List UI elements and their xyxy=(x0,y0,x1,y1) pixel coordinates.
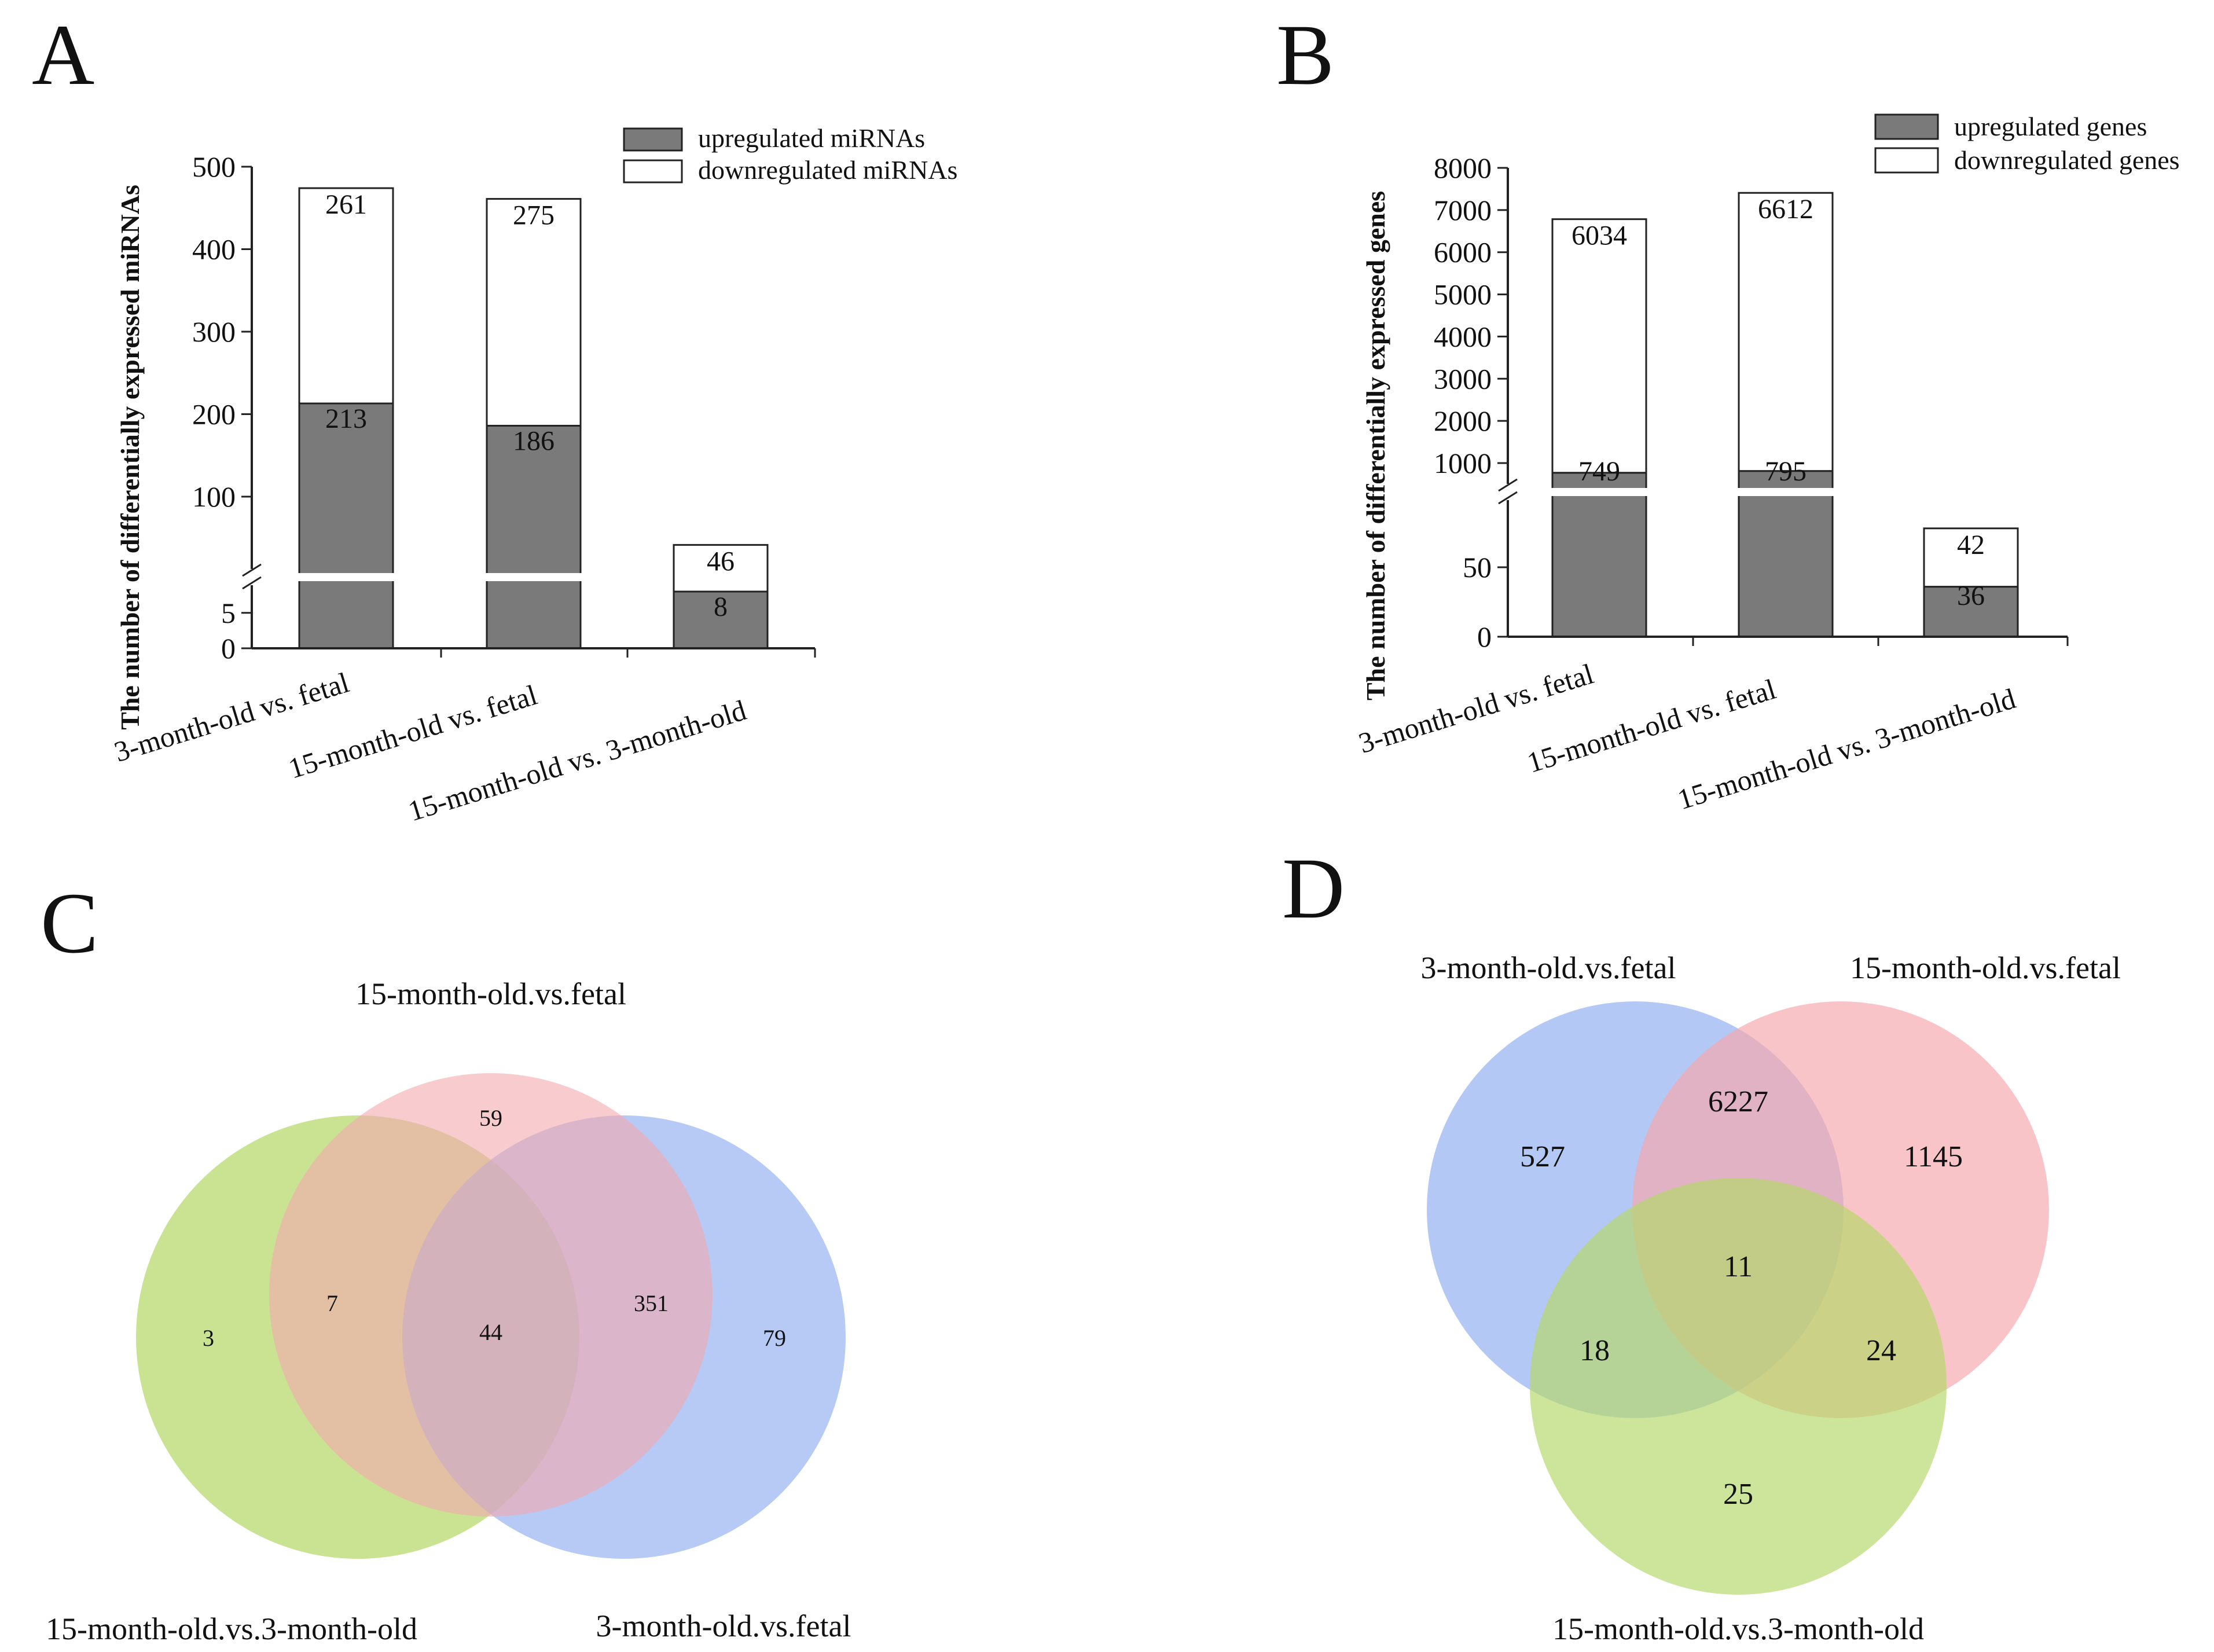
b-y-tick-label-1000: 1000 xyxy=(1434,447,1492,479)
venn-c-count-all-three: 44 xyxy=(479,1319,502,1345)
a-y-tick-label-5: 5 xyxy=(221,597,236,629)
panel-c-venn: 15-month-old.vs.fetal 15-month-old.vs.3-… xyxy=(46,976,851,1646)
a-y-tick-label-400: 400 xyxy=(192,233,236,266)
a-legend-swatch-down xyxy=(623,159,683,183)
b-y-tick-label-7000: 7000 xyxy=(1434,194,1492,226)
a-bar-down-15-month-old-vs-3-month-old xyxy=(673,544,769,593)
venn-c-count-only-15m-vs-3m: 3 xyxy=(203,1325,214,1351)
venn-d-title-15m-vs-3m: 15-month-old.vs.3-month-old xyxy=(1552,1611,1924,1646)
b-y-tick-label-50: 50 xyxy=(1463,551,1492,583)
venn-d-count-3m-fetal-and-15m-fetal: 6227 xyxy=(1708,1085,1768,1118)
venn-d-count-only-15m-vs-3m: 25 xyxy=(1723,1478,1753,1511)
panel-letter-c: C xyxy=(41,875,98,971)
venn-d-circle-15m-vs-3m xyxy=(1530,1178,1947,1595)
panel-letter-a: A xyxy=(32,7,94,103)
venn-d-count-only-15m-vs-fetal: 1145 xyxy=(1904,1140,1963,1173)
a-label-down-3-month-old-vs-fetal: 261 xyxy=(325,189,367,220)
a-y-tick-label-500: 500 xyxy=(192,150,236,183)
panel-b-legend: upregulated genes downregulated genes xyxy=(1874,112,2180,175)
a-y-tick-label-200: 200 xyxy=(192,398,236,431)
b-legend-swatch-down xyxy=(1874,147,1939,174)
panel-letter-d: D xyxy=(1282,840,1345,937)
venn-c-circle-15m-vs-fetal xyxy=(269,1073,713,1517)
venn-d-count-3m-fetal-and-15m-3m: 18 xyxy=(1580,1334,1610,1367)
b-label-up-3-month-old-vs-fetal: 749 xyxy=(1578,456,1620,487)
b-bar-break-3-month-old-vs-fetal xyxy=(1548,488,1651,496)
b-label-down-3-month-old-vs-fetal: 6034 xyxy=(1572,221,1627,251)
b-y-tick-label-2000: 2000 xyxy=(1434,405,1492,437)
a-axis-break-mark-2 xyxy=(242,576,262,590)
a-legend-label-up: upregulated miRNAs xyxy=(698,123,925,153)
a-y-tick-label-0: 0 xyxy=(221,632,236,665)
panel-a-ylabel: The number of differentially expressed m… xyxy=(115,185,145,730)
b-y-tick-label-0: 0 xyxy=(1477,621,1492,653)
panel-d-venn: 3-month-old.vs.fetal 15-month-old.vs.fet… xyxy=(1421,950,2121,1646)
venn-d-count-all-three: 11 xyxy=(1724,1250,1753,1283)
a-bar-up-15-month-old-vs-3-month-old xyxy=(673,590,769,649)
panel-b-chart: The number of differentially expressed g… xyxy=(1355,112,2180,816)
venn-c-title-3m-vs-fetal: 3-month-old.vs.fetal xyxy=(596,1609,851,1643)
a-label-up-3-month-old-vs-fetal: 213 xyxy=(325,403,367,434)
a-bar-down-15-month-old-vs-fetal xyxy=(486,198,582,427)
venn-d-count-only-3m-vs-fetal: 527 xyxy=(1520,1140,1565,1173)
a-axis-break-mark-1 xyxy=(242,563,262,577)
b-bar-up-3-month-old-vs-fetal xyxy=(1551,472,1647,638)
venn-c-title-15m-vs-fetal: 15-month-old.vs.fetal xyxy=(355,976,626,1011)
venn-d-count-15m-fetal-and-15m-3m: 24 xyxy=(1866,1334,1896,1367)
venn-c-count-only-15m-vs-fetal: 59 xyxy=(479,1105,502,1131)
venn-c-count-15m-fetal-and-3m-fetal: 351 xyxy=(634,1290,669,1316)
b-y-tick-label-8000: 8000 xyxy=(1434,152,1492,184)
b-axis-break-mark-1 xyxy=(1498,478,1518,492)
a-bar-up-15-month-old-vs-fetal xyxy=(486,424,582,649)
a-bar-break-15-month-old-vs-fetal xyxy=(482,573,585,581)
b-axis-break-mark-2 xyxy=(1498,491,1518,505)
a-bar-down-3-month-old-vs-fetal xyxy=(298,187,394,405)
a-bar-break-3-month-old-vs-fetal xyxy=(295,573,398,581)
venn-c-count-15m-fetal-and-15m-3m: 7 xyxy=(326,1290,338,1316)
b-legend-label-down: downregulated genes xyxy=(1954,145,2180,175)
a-y-tick-label-300: 300 xyxy=(192,315,236,348)
b-label-up-15-month-old-vs-fetal: 795 xyxy=(1765,456,1807,487)
b-y-tick-label-4000: 4000 xyxy=(1434,320,1492,353)
panel-b-ylabel: The number of differentially expressed g… xyxy=(1361,191,1390,700)
a-y-tick-label-100: 100 xyxy=(192,480,236,513)
panel-a-chart: The number of differentially expressed m… xyxy=(111,123,958,827)
b-label-up-15-month-old-vs-3-month-old: 36 xyxy=(1957,581,1985,611)
b-bar-down-15-month-old-vs-3-month-old xyxy=(1923,527,2019,588)
a-legend-label-down: downregulated miRNAs xyxy=(698,155,957,185)
a-label-up-15-month-old-vs-fetal: 186 xyxy=(513,425,555,456)
a-legend-swatch-up xyxy=(623,127,683,152)
b-y-tick-label-5000: 5000 xyxy=(1434,278,1492,311)
venn-c-title-15m-vs-3m: 15-month-old.vs.3-month-old xyxy=(46,1611,417,1646)
venn-d-title-3m-vs-fetal: 3-month-old.vs.fetal xyxy=(1421,950,1676,985)
b-y-tick-label-3000: 3000 xyxy=(1434,362,1492,395)
b-legend-swatch-up xyxy=(1874,113,1939,140)
b-label-down-15-month-old-vs-fetal: 6612 xyxy=(1758,194,1813,225)
b-y-tick-label-6000: 6000 xyxy=(1434,236,1492,269)
b-bar-break-15-month-old-vs-fetal xyxy=(1734,488,1837,496)
panel-letter-b: B xyxy=(1276,7,1334,103)
venn-c-count-only-3m-vs-fetal: 79 xyxy=(763,1325,786,1351)
a-label-down-15-month-old-vs-fetal: 275 xyxy=(513,200,555,231)
venn-d-title-15m-vs-fetal: 15-month-old.vs.fetal xyxy=(1850,950,2121,985)
b-label-down-15-month-old-vs-3-month-old: 42 xyxy=(1957,530,1985,560)
a-label-down-15-month-old-vs-3-month-old: 46 xyxy=(707,546,735,577)
b-bar-down-3-month-old-vs-fetal xyxy=(1551,218,1647,474)
b-legend-label-up: upregulated genes xyxy=(1954,112,2147,141)
b-bar-down-15-month-old-vs-fetal xyxy=(1738,192,1834,472)
a-bar-up-3-month-old-vs-fetal xyxy=(298,402,394,649)
a-label-up-15-month-old-vs-3-month-old: 8 xyxy=(714,592,728,622)
